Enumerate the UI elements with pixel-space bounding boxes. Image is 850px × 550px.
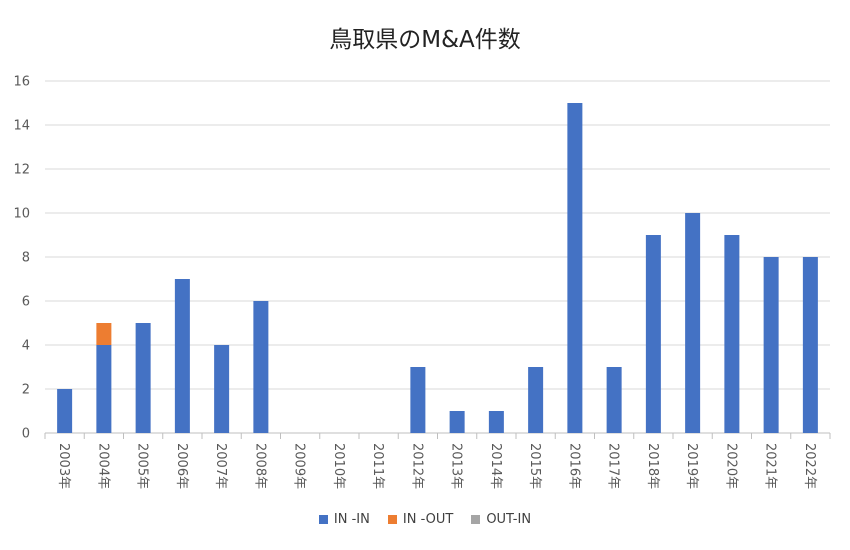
bar-in-in-2013年: [449, 411, 465, 433]
gridlines: [45, 80, 830, 434]
bar-in-in-2014年: [488, 411, 504, 433]
x-tick-label: 2004年: [95, 443, 110, 489]
x-axis-ticks: 2003年 2004年 2005年 2006年 2007年 2008年 2009年 2010年…: [44, 433, 831, 489]
x-tick-label: 2016年: [566, 443, 581, 489]
bar-in-in-2021年: [763, 257, 779, 433]
x-tick-label: 2014年: [488, 443, 503, 489]
chart-title: 鳥取県のM&A件数: [329, 27, 521, 53]
x-tick-label: 2003年: [56, 443, 71, 489]
x-tick-label: 2018年: [645, 443, 660, 489]
x-tick-label: 2005年: [135, 443, 150, 489]
x-tick-label: 2020年: [723, 443, 738, 489]
y-tick-label: 14: [13, 119, 30, 134]
legend-item: OUT-IN: [471, 512, 531, 527]
legend-label: IN -IN: [333, 512, 370, 527]
y-axis-ticks: 0 2 4 6 8 10 12 14 16: [13, 75, 30, 442]
x-tick-label: 2009年: [292, 443, 307, 489]
legend-label: OUT-IN: [486, 512, 532, 527]
bar-in-in-2017年: [606, 367, 622, 433]
bar-in-in-2006年: [174, 279, 190, 433]
y-tick-label: 10: [13, 207, 30, 222]
y-tick-label: 16: [13, 75, 30, 90]
bar-in-in-2019年: [685, 213, 701, 433]
legend: IN -IN IN -OUT OUT-IN: [0, 512, 850, 527]
x-tick-label: 2021年: [763, 443, 778, 489]
bar-in-in-2018年: [645, 235, 661, 433]
x-tick-label: 2015年: [527, 443, 542, 489]
y-tick-label: 8: [22, 251, 30, 266]
x-tick-label: 2007年: [213, 443, 228, 489]
bar-in-in-2004年: [96, 345, 112, 433]
y-tick-label: 6: [22, 295, 30, 310]
x-tick-label: 2019年: [684, 443, 699, 489]
y-tick-label: 2: [22, 383, 30, 398]
legend-label: IN -OUT: [402, 512, 454, 527]
x-tick-label: 2011年: [370, 443, 385, 489]
x-tick-label: 2010年: [331, 443, 346, 489]
y-tick-label: 12: [13, 163, 30, 178]
legend-swatch: [387, 515, 397, 524]
bar-in-in-2003年: [57, 389, 73, 433]
x-tick-label: 2017年: [606, 443, 621, 489]
bar-in-in-2015年: [528, 367, 544, 433]
x-tick-label: 2012年: [409, 443, 424, 489]
bar-in-in-2016年: [567, 103, 583, 433]
legend-item: IN -IN: [318, 512, 370, 527]
bar-in-in-2007年: [214, 345, 230, 433]
bar-in-in-2020年: [724, 235, 740, 433]
bar-in-in-2005年: [135, 323, 151, 433]
legend-swatch: [318, 515, 328, 524]
bar-in-in-2012年: [410, 367, 426, 433]
bar-in-in-2022年: [802, 257, 818, 433]
legend-item: IN -OUT: [387, 512, 454, 527]
x-tick-label: 2013年: [449, 443, 464, 489]
x-tick-label: 2006年: [174, 443, 189, 489]
bar-in-out-2004年: [96, 323, 112, 345]
legend-swatch: [471, 515, 481, 524]
x-tick-label: 2022年: [802, 443, 817, 489]
x-tick-label: 2008年: [252, 443, 267, 489]
bars: [57, 103, 818, 433]
y-tick-label: 0: [22, 427, 30, 442]
y-tick-label: 4: [22, 339, 30, 354]
bar-in-in-2008年: [253, 301, 269, 433]
